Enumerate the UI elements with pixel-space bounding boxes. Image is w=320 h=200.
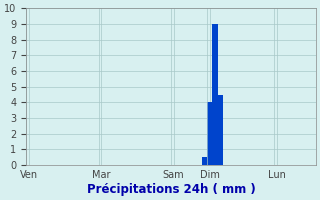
Bar	[218, 95, 223, 165]
Bar	[202, 157, 207, 165]
Bar	[212, 24, 218, 165]
Bar	[207, 102, 212, 165]
X-axis label: Précipitations 24h ( mm ): Précipitations 24h ( mm )	[87, 183, 255, 196]
